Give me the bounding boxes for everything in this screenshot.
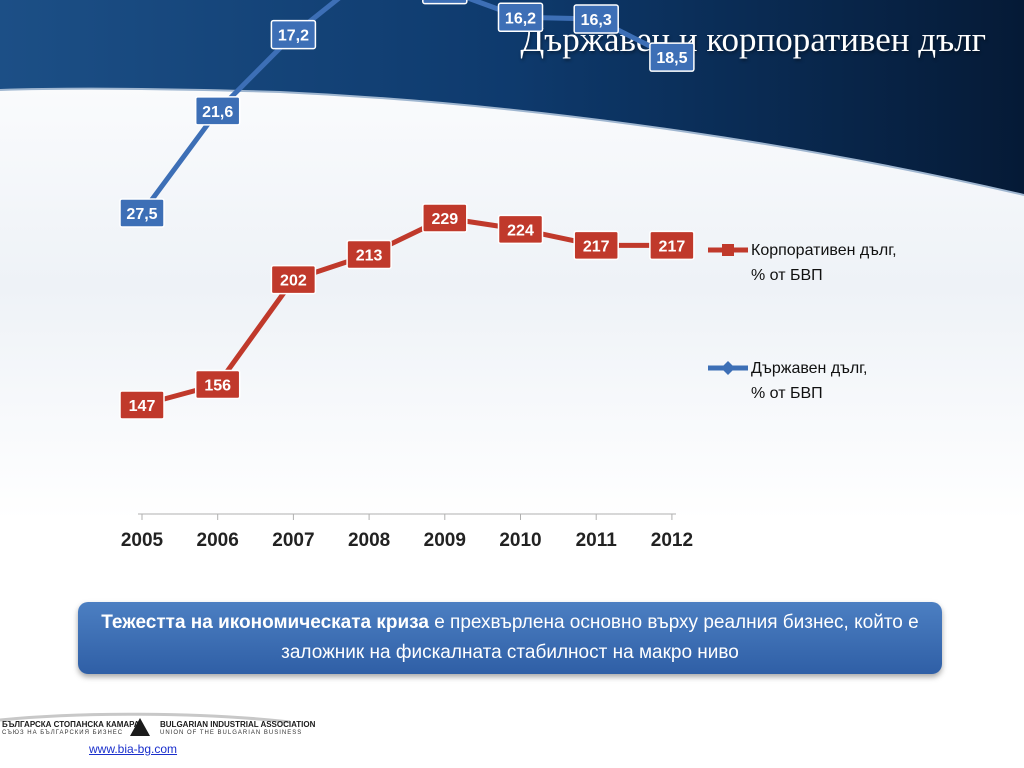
legend-marker-square bbox=[722, 244, 734, 256]
data-point-box bbox=[119, 390, 165, 420]
data-point-value: 213 bbox=[356, 247, 383, 264]
data-point-box bbox=[119, 198, 165, 228]
x-tick-label: 2008 bbox=[348, 530, 390, 551]
government-data-label: 21,6 bbox=[194, 96, 241, 126]
x-tick-label: 2005 bbox=[121, 530, 164, 551]
logo-subtext-bg: СЪЮЗ НА БЪЛГАРСКИЯ БИЗНЕС bbox=[2, 730, 124, 736]
logo-icon bbox=[130, 718, 150, 736]
data-point-value: 21,6 bbox=[202, 104, 233, 121]
data-point-box bbox=[194, 96, 241, 126]
government-data-label: 16,2 bbox=[497, 2, 544, 33]
corporate-data-label: 156 bbox=[194, 369, 241, 400]
data-point-value: 217 bbox=[659, 238, 686, 255]
data-point-box bbox=[270, 19, 317, 50]
x-tick-label: 2006 bbox=[197, 530, 239, 551]
government-data-label: 14,6 bbox=[422, 0, 468, 5]
government-data-label: 17,2 bbox=[270, 19, 317, 50]
data-point-value: 217 bbox=[583, 238, 610, 255]
legend-label: Корпоративен дълг, bbox=[751, 242, 897, 259]
corporate-data-label: 224 bbox=[497, 214, 544, 245]
callout-box: Тежестта на икономическата криза е прехв… bbox=[78, 602, 942, 674]
legend-label: Държавен дълг, bbox=[751, 360, 867, 377]
website-link[interactable]: www.bia-bg.com bbox=[89, 742, 178, 756]
data-point-value: 156 bbox=[204, 377, 231, 394]
data-point-value: 18,5 bbox=[656, 50, 687, 67]
x-tick-label: 2007 bbox=[272, 530, 314, 551]
logo-text-bg: БЪЛГАРСКА СТОПАНСКА КАМАРА bbox=[2, 720, 140, 729]
callout-text: е прехвърлена основно върху реалния бизн… bbox=[281, 612, 919, 663]
corporate-data-label: 202 bbox=[270, 264, 317, 295]
data-point-value: 224 bbox=[507, 222, 534, 239]
corporate-data-label: 217 bbox=[573, 230, 619, 261]
data-point-value: 16,3 bbox=[581, 12, 612, 29]
legend-marker-diamond bbox=[721, 361, 735, 375]
data-point-value: 16,2 bbox=[505, 10, 536, 27]
corporate-data-label: 147 bbox=[119, 390, 165, 420]
header-background bbox=[0, 0, 1024, 520]
data-point-value: 27,5 bbox=[126, 206, 157, 223]
x-tick-label: 2012 bbox=[651, 530, 693, 551]
logo-subtext-en: UNION OF THE BULGARIAN BUSINESS bbox=[160, 730, 303, 736]
corporate-data-label: 229 bbox=[422, 203, 468, 233]
data-point-box bbox=[497, 214, 544, 245]
government-data-label: 27,5 bbox=[119, 198, 165, 228]
x-tick-label: 2009 bbox=[424, 530, 466, 551]
data-point-value: 17,2 bbox=[278, 28, 309, 45]
data-point-box bbox=[422, 0, 468, 5]
data-point-box bbox=[194, 369, 241, 400]
government-data-label: 18,5 bbox=[649, 42, 695, 72]
footer-swoosh bbox=[0, 712, 290, 736]
callout-bold-text: Тежестта на икономическата криза bbox=[101, 612, 429, 633]
data-point-box bbox=[497, 2, 544, 33]
data-point-box bbox=[270, 264, 317, 295]
logo-text-en: BULGARIAN INDUSTRIAL ASSOCIATION bbox=[160, 720, 316, 729]
government-data-label: 16,3 bbox=[573, 4, 619, 34]
data-point-box bbox=[573, 4, 619, 34]
legend-label-line2: % от БВП bbox=[751, 267, 823, 284]
data-point-box bbox=[649, 42, 695, 72]
corporate-data-label: 217 bbox=[649, 230, 695, 261]
x-tick-label: 2010 bbox=[499, 530, 541, 551]
data-point-box bbox=[422, 203, 468, 233]
data-point-box bbox=[649, 230, 695, 261]
legend-label-line2: % от БВП bbox=[751, 385, 823, 402]
data-point-value: 229 bbox=[431, 211, 458, 228]
data-point-box bbox=[573, 230, 619, 261]
corporate-data-label: 213 bbox=[346, 239, 392, 270]
x-tick-label: 2011 bbox=[576, 530, 618, 551]
debt-line-chart: 2005 2006 2007 2008 2009 2010 2011 2012 147 156 2… bbox=[119, 0, 897, 551]
data-point-value: 147 bbox=[129, 398, 156, 415]
data-point-box bbox=[346, 239, 392, 270]
data-point-value: 202 bbox=[280, 273, 307, 290]
